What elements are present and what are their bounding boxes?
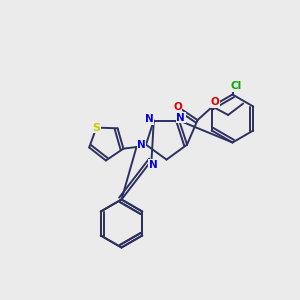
Text: Cl: Cl <box>230 81 242 92</box>
Text: N: N <box>145 114 154 124</box>
Text: O: O <box>211 97 219 107</box>
Text: S: S <box>92 123 101 133</box>
Text: N: N <box>148 160 158 170</box>
Text: O: O <box>173 102 182 112</box>
Text: N: N <box>176 112 185 122</box>
Text: N: N <box>137 140 146 150</box>
